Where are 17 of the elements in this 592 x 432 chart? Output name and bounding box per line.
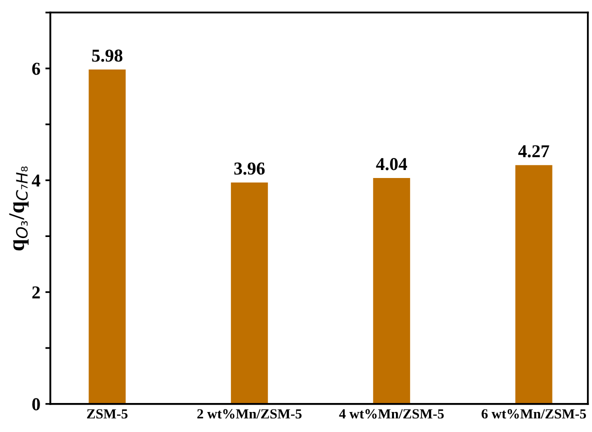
data-label: 5.98	[92, 50, 122, 62]
data-label: 4.27	[518, 145, 550, 158]
bar	[88, 70, 126, 404]
x-tick-label: 6 wt%Mn/ZSM-5	[482, 409, 586, 419]
bar	[230, 182, 268, 404]
data-label: 4.04	[376, 158, 408, 170]
y-axis-title: q$_{O₃}$/q$_{C₇H₈}$	[9, 166, 29, 250]
x-tick-label: 4 wt%Mn/ZSM-5	[339, 409, 444, 419]
x-tick-label: 2 wt%Mn/ZSM-5	[197, 409, 302, 419]
y-tick-label: 2	[32, 286, 40, 298]
bar	[373, 178, 410, 404]
y-tick-label: 4	[32, 174, 40, 187]
bar	[515, 165, 552, 404]
y-tick-label: 0	[32, 398, 40, 410]
y-tick-label: 6	[32, 62, 40, 75]
x-tick-label: ZSM-5	[87, 409, 128, 419]
data-label: 3.96	[234, 162, 265, 175]
